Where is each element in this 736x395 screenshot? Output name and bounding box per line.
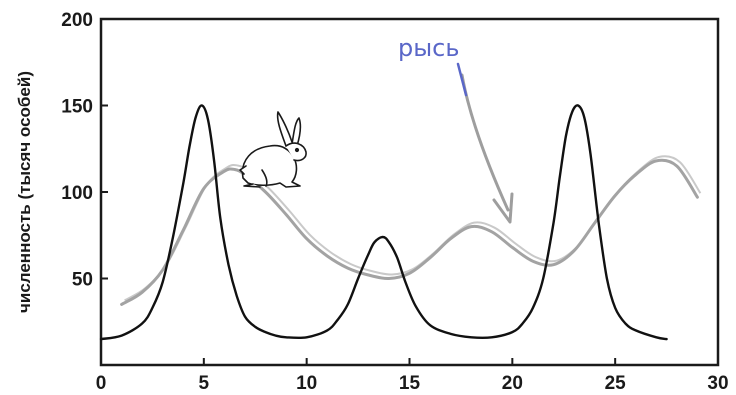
arrow-shaft bbox=[460, 73, 510, 212]
arrow-head bbox=[492, 192, 514, 224]
y-axis-title: численность (тысяч особей) bbox=[15, 71, 34, 313]
series-line-shadow bbox=[124, 155, 702, 302]
series-line-black bbox=[99, 104, 668, 341]
plot-area bbox=[99, 17, 720, 367]
x-axis-ticks: 0 5 10 15 20 25 30 bbox=[96, 358, 729, 394]
x-tick-label: 10 bbox=[296, 373, 317, 394]
y-tick-label: 200 bbox=[61, 10, 93, 31]
y-tick-label: 50 bbox=[72, 270, 93, 291]
y-axis-ticks: 50 100 150 200 bbox=[61, 10, 108, 291]
y-tick-label: 100 bbox=[61, 183, 93, 204]
plot-frame bbox=[99, 17, 720, 367]
x-tick-label: 30 bbox=[707, 373, 728, 394]
x-tick-label: 15 bbox=[399, 373, 421, 394]
blue-pen-stroke bbox=[456, 62, 468, 97]
x-tick-label: 5 bbox=[199, 373, 210, 394]
x-tick-label: 25 bbox=[605, 373, 627, 394]
x-tick-label: 0 bbox=[96, 373, 107, 394]
hare-icon bbox=[239, 111, 307, 188]
series-layer bbox=[99, 104, 702, 341]
series-line-grey bbox=[120, 158, 699, 306]
y-tick-label: 150 bbox=[61, 97, 93, 118]
x-tick-label: 20 bbox=[502, 373, 523, 394]
annotation-arrow bbox=[456, 62, 514, 224]
annotation-label: рысь bbox=[398, 34, 460, 62]
